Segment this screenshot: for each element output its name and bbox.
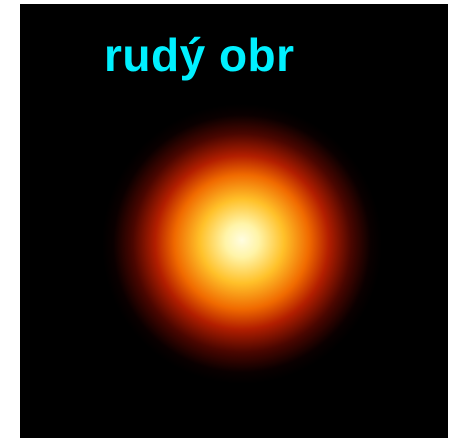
star-image: rudý obr <box>20 4 448 438</box>
label: rudý obr <box>104 28 295 82</box>
page: rudý obr (() => { const data = JSON.pars… <box>0 0 469 442</box>
